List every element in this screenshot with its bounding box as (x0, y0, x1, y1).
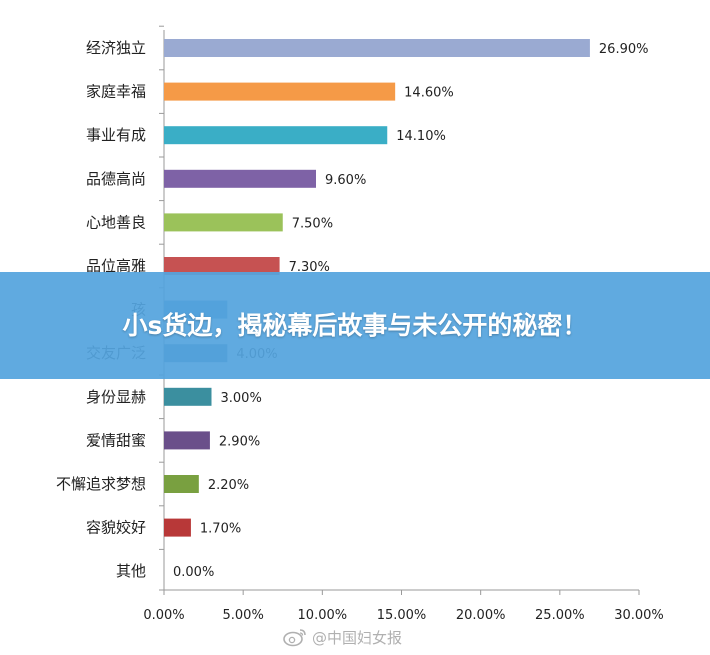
value-label: 3.00% (221, 391, 262, 406)
category-label: 事业有成 (86, 126, 146, 144)
x-tick-label: 10.00% (298, 608, 348, 623)
x-tick-label: 30.00% (614, 608, 664, 623)
value-label: 26.90% (599, 42, 649, 57)
value-label: 9.60% (325, 173, 366, 188)
category-label: 不懈追求梦想 (56, 475, 146, 493)
value-label: 7.30% (289, 260, 330, 275)
weibo-icon (283, 629, 306, 647)
category-label: 家庭幸福 (86, 83, 146, 101)
x-tick-label: 25.00% (535, 608, 585, 623)
value-label: 2.20% (208, 478, 249, 493)
category-label: 其他 (116, 562, 146, 580)
bar (164, 39, 590, 57)
bar (164, 126, 388, 145)
bar (164, 387, 212, 406)
category-label: 品位高雅 (86, 257, 146, 275)
value-label: 7.50% (292, 216, 333, 231)
bar (164, 213, 283, 232)
headline-text: 小s货边，揭秘幕后故事与未公开的秘密！ (122, 310, 588, 340)
bar (164, 475, 199, 493)
x-tick-label: 20.00% (456, 608, 506, 623)
category-label: 爱情甜蜜 (86, 431, 146, 449)
value-label: 2.90% (219, 434, 260, 449)
value-label: 0.00% (173, 565, 214, 580)
x-tick-label: 15.00% (377, 608, 427, 623)
bar (164, 169, 316, 188)
watermark: @中国妇女报 (282, 626, 402, 648)
value-label: 1.70% (200, 522, 241, 537)
category-label: 容貌姣好 (86, 519, 146, 537)
value-label: 14.60% (404, 86, 454, 101)
bar (164, 82, 396, 101)
bar (164, 518, 191, 537)
watermark-text: @中国妇女报 (312, 628, 403, 647)
x-tick-label: 5.00% (223, 608, 264, 623)
headline-banner: 小s货边，揭秘幕后故事与未公开的秘密！ (0, 272, 710, 379)
bar (164, 257, 280, 275)
category-label: 品德高尚 (86, 170, 146, 188)
category-label: 经济独立 (86, 39, 146, 57)
category-label: 心地善良 (86, 213, 146, 231)
category-label: 身份显赫 (86, 388, 146, 406)
x-tick-label: 0.00% (143, 608, 184, 623)
value-label: 14.10% (396, 129, 446, 144)
bar (164, 431, 210, 450)
